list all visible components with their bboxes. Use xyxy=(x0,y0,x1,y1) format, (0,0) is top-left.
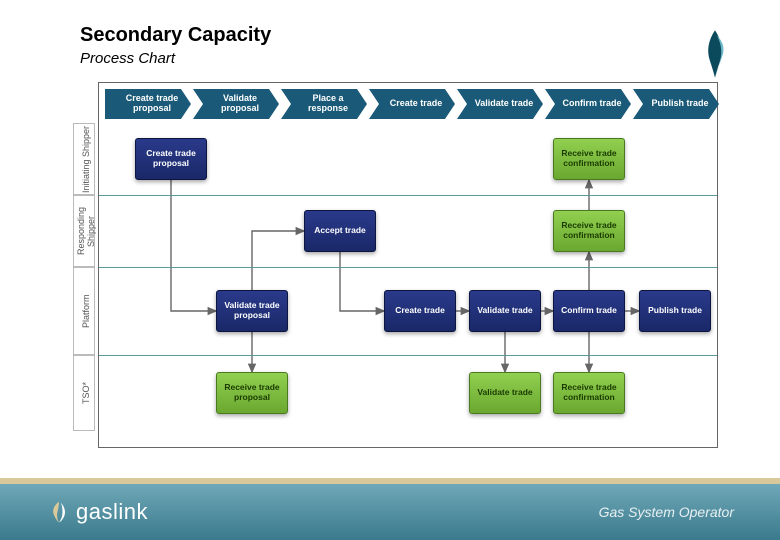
footer: gaslink Gas System Operator xyxy=(0,478,780,540)
lane-label: Initiating Shipper xyxy=(77,123,95,195)
process-node: Receive trade confirmation xyxy=(553,138,625,180)
process-node: Validate trade proposal xyxy=(216,290,288,332)
swirl-icon xyxy=(46,499,72,525)
process-chart: Create trade proposal Validate proposal … xyxy=(98,82,718,448)
lane-divider xyxy=(99,195,717,196)
page-subtitle: Process Chart xyxy=(80,50,175,67)
footer-right-text: Gas System Operator xyxy=(599,504,734,520)
lane-label: Platform xyxy=(77,267,95,355)
process-node: Confirm trade xyxy=(553,290,625,332)
lane-divider xyxy=(99,267,717,268)
chevron-step: Place a response xyxy=(281,89,367,119)
lane-divider xyxy=(99,355,717,356)
process-node: Validate trade xyxy=(469,372,541,414)
page-title: Secondary Capacity xyxy=(80,24,271,47)
process-node: Receive trade proposal xyxy=(216,372,288,414)
process-node: Create trade xyxy=(384,290,456,332)
chevron-step: Create trade xyxy=(369,89,455,119)
chevron-header: Create trade proposal Validate proposal … xyxy=(105,89,719,119)
chevron-step: Validate trade xyxy=(457,89,543,119)
chevron-step: Create trade proposal xyxy=(105,89,191,119)
process-node: Validate trade xyxy=(469,290,541,332)
chevron-step: Publish trade xyxy=(633,89,719,119)
brand-logo: gaslink xyxy=(46,499,148,525)
swimlanes: Initiating ShipperResponding ShipperPlat… xyxy=(99,123,717,447)
process-node: Receive trade confirmation xyxy=(553,372,625,414)
lane-label: Responding Shipper xyxy=(77,195,95,267)
brand-text: gaslink xyxy=(76,499,148,525)
flame-icon xyxy=(698,28,732,80)
process-node: Publish trade xyxy=(639,290,711,332)
chevron-step: Validate proposal xyxy=(193,89,279,119)
process-node: Receive trade confirmation xyxy=(553,210,625,252)
lane-label: TSO* xyxy=(77,355,95,431)
process-node: Create trade proposal xyxy=(135,138,207,180)
chevron-step: Confirm trade xyxy=(545,89,631,119)
process-node: Accept trade xyxy=(304,210,376,252)
